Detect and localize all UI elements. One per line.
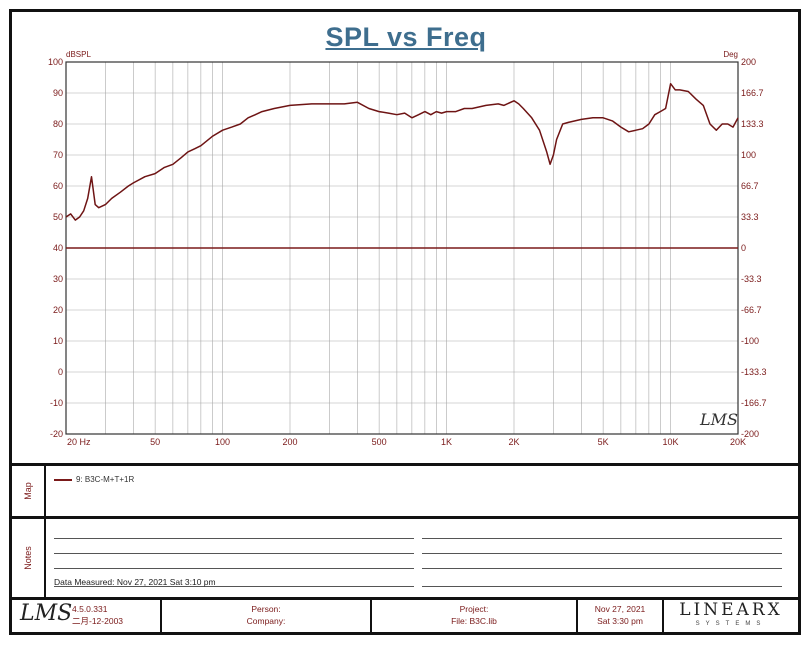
y-axis-label-right: Deg bbox=[723, 50, 738, 59]
y-tick-label: -20 bbox=[50, 429, 63, 439]
footer-date: Nov 27, 2021 bbox=[594, 604, 646, 614]
x-tick-label: 500 bbox=[372, 437, 387, 447]
y-tick-label: 90 bbox=[53, 88, 63, 98]
y-tick-label: 80 bbox=[53, 119, 63, 129]
chart-title: SPL vs Freq bbox=[325, 22, 487, 52]
legend-swatch bbox=[54, 478, 72, 481]
y-axis-label-left: dBSPL bbox=[66, 50, 91, 59]
map-label-text: Map bbox=[23, 482, 33, 500]
project-label: Project: bbox=[459, 604, 489, 614]
footer-person-cell: Person: Company: bbox=[162, 599, 372, 632]
note-line bbox=[422, 568, 782, 569]
note-line bbox=[54, 553, 414, 554]
note-line bbox=[422, 586, 782, 587]
legend-entry-label: 9: B3C-M+T+1R bbox=[76, 475, 135, 484]
note-line bbox=[54, 538, 414, 539]
y2-tick-label: 0 bbox=[741, 243, 746, 253]
x-tick-label: 10K bbox=[663, 437, 679, 447]
y2-tick-label: 133.3 bbox=[741, 119, 764, 129]
y-tick-label: 30 bbox=[53, 274, 63, 284]
chart-series bbox=[65, 82, 739, 221]
footer-version-cell: LMS 4.5.0.331 二月-12-2003 bbox=[12, 599, 162, 632]
y2-tick-label: -66.7 bbox=[741, 305, 762, 315]
divider-bottom bbox=[12, 597, 798, 600]
y-tick-label: 10 bbox=[53, 336, 63, 346]
footer-time: Sat 3:30 pm bbox=[597, 616, 643, 626]
footer-brand-cell: LINEARX SYSTEMS bbox=[664, 599, 798, 632]
x-tick-label: 20K bbox=[730, 437, 746, 447]
x-tick-label: 5K bbox=[598, 437, 609, 447]
y-tick-label: 40 bbox=[53, 243, 63, 253]
y-tick-label: 0 bbox=[58, 367, 63, 377]
y2-tick-label: 200 bbox=[741, 57, 756, 67]
linearx-systems: SYSTEMS bbox=[695, 621, 767, 627]
x-tick-label: 2K bbox=[508, 437, 519, 447]
footer-project-cell: Project: File: B3C.lib bbox=[372, 599, 578, 632]
lms-logo: LMS bbox=[20, 601, 73, 626]
note-line bbox=[54, 586, 414, 587]
chart-axes bbox=[65, 61, 739, 435]
footer-date-cell: Nov 27, 2021 Sat 3:30 pm bbox=[578, 599, 664, 632]
person-label: Person: bbox=[251, 604, 281, 614]
x-tick-label: 1K bbox=[441, 437, 452, 447]
notes-label-text: Notes bbox=[23, 546, 33, 570]
data-measured: Data Measured: Nov 27, 2021 Sat 3:10 pm bbox=[54, 577, 216, 587]
y2-tick-label: 66.7 bbox=[741, 181, 759, 191]
y-tick-label: 20 bbox=[53, 305, 63, 315]
map-section-label: Map bbox=[12, 466, 46, 516]
version: 4.5.0.331 bbox=[72, 604, 108, 614]
y-tick-label: 100 bbox=[48, 57, 63, 67]
note-line bbox=[422, 538, 782, 539]
y-tick-label: 70 bbox=[53, 150, 63, 160]
y-tick-label: 50 bbox=[53, 212, 63, 222]
note-line bbox=[54, 568, 414, 569]
notes-section-label: Notes bbox=[12, 519, 46, 597]
linearx-logo: LINEARX bbox=[679, 600, 783, 620]
file-label: File: B3C.lib bbox=[451, 616, 497, 626]
lms-watermark: LMS bbox=[699, 410, 738, 429]
y-tick-label: 60 bbox=[53, 181, 63, 191]
divider-top bbox=[12, 463, 798, 466]
y2-tick-label: -166.7 bbox=[741, 398, 767, 408]
y2-tick-label: 100 bbox=[741, 150, 756, 160]
y2-tick-label: -133.3 bbox=[741, 367, 767, 377]
note-line bbox=[422, 553, 782, 554]
y2-tick-label: 33.3 bbox=[741, 212, 759, 222]
x-tick-label: 100 bbox=[215, 437, 230, 447]
legend-entry: 9: B3C-M+T+1R bbox=[54, 475, 134, 484]
y2-tick-label: -100 bbox=[741, 336, 759, 346]
window-frame bbox=[9, 9, 801, 635]
y2-tick-label: -33.3 bbox=[741, 274, 762, 284]
y2-tick-label: -200 bbox=[741, 429, 759, 439]
company-label: Company: bbox=[246, 616, 286, 626]
y2-tick-label: 166.7 bbox=[741, 88, 764, 98]
x-tick-label: 20 Hz bbox=[67, 437, 91, 447]
build-date: 二月-12-2003 bbox=[72, 616, 124, 626]
x-tick-label: 50 bbox=[150, 437, 160, 447]
x-tick-label: 200 bbox=[282, 437, 297, 447]
y-tick-label: -10 bbox=[50, 398, 63, 408]
divider-middle bbox=[12, 516, 798, 519]
spl-series-line bbox=[65, 82, 739, 221]
